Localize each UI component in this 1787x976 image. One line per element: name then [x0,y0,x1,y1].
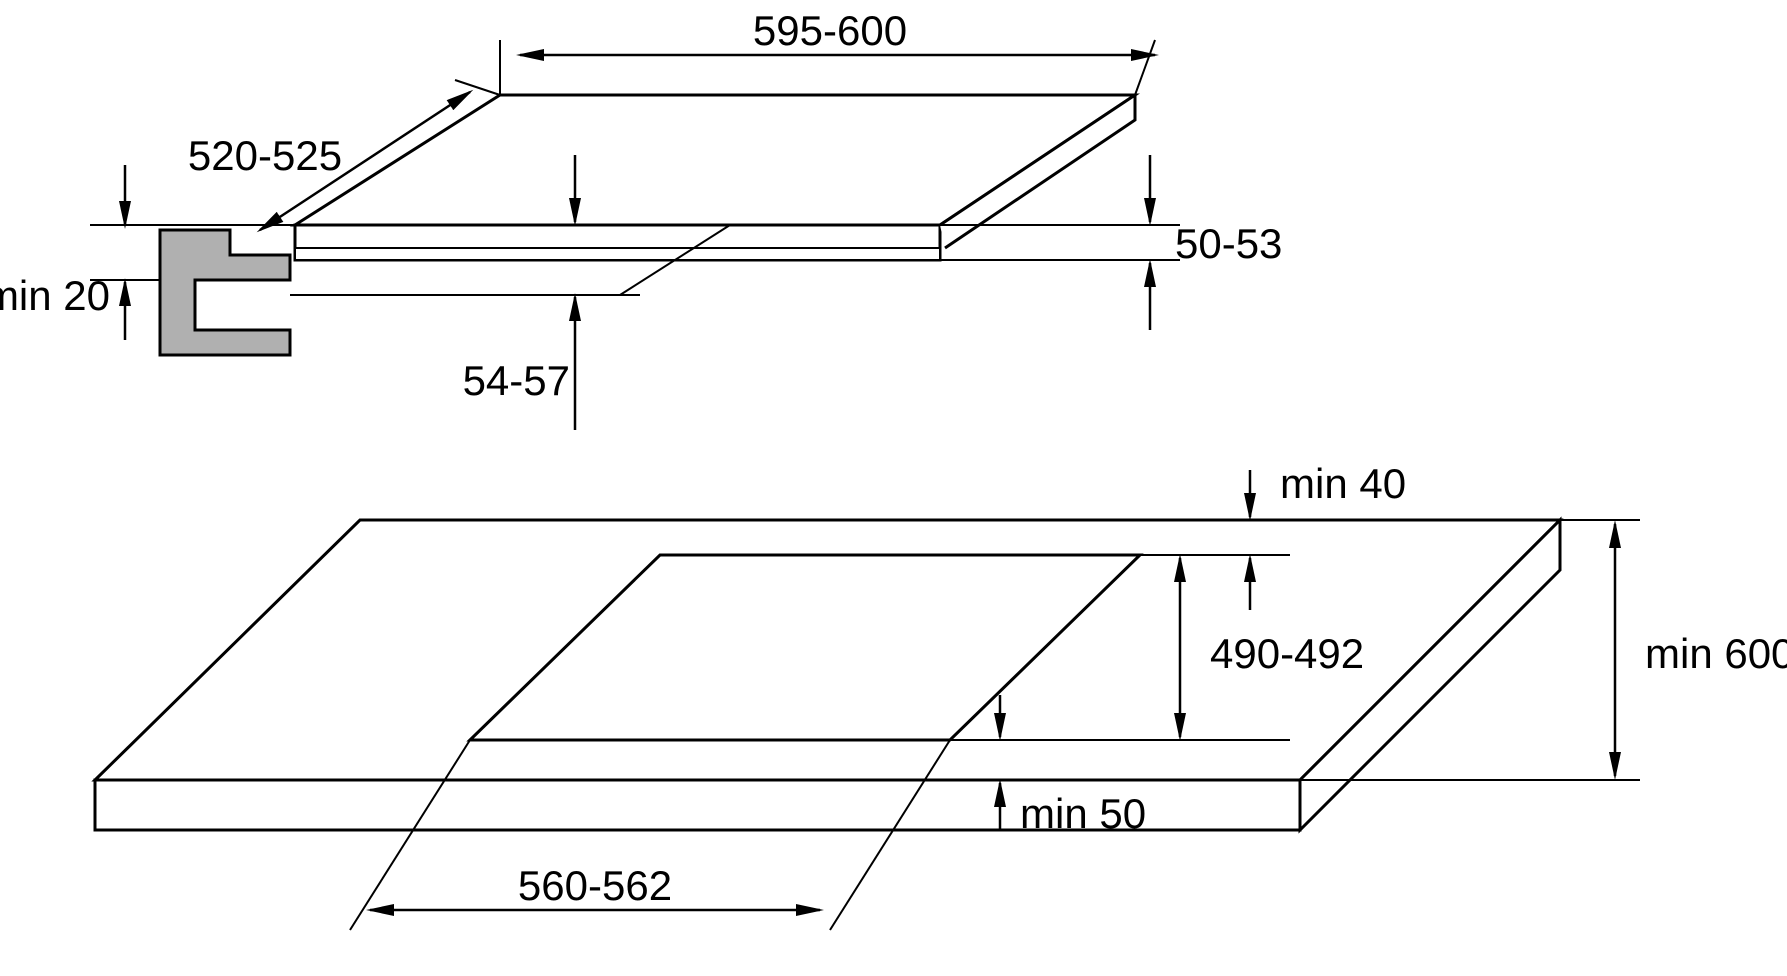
dim-label: 595-600 [753,7,907,54]
dim-label: min 40 [1280,460,1406,507]
dim-label: min 50 [1020,790,1146,837]
dim-counter-thickness: min 20 [0,165,160,340]
dim-label: 520-525 [188,132,342,179]
technical-drawing: 595-600 520-525 min 20 50-53 54-57 [0,0,1787,971]
dim-hob-width: 595-600 [500,7,1155,95]
dim-label: 54-57 [463,357,570,404]
dim-label: 560-562 [518,862,672,909]
dim-label: 50-53 [1175,220,1282,267]
dim-label: min 20 [0,272,110,319]
dim-label: min 600 [1645,630,1787,677]
mounting-bracket [160,230,290,355]
dim-label: 490-492 [1210,630,1364,677]
